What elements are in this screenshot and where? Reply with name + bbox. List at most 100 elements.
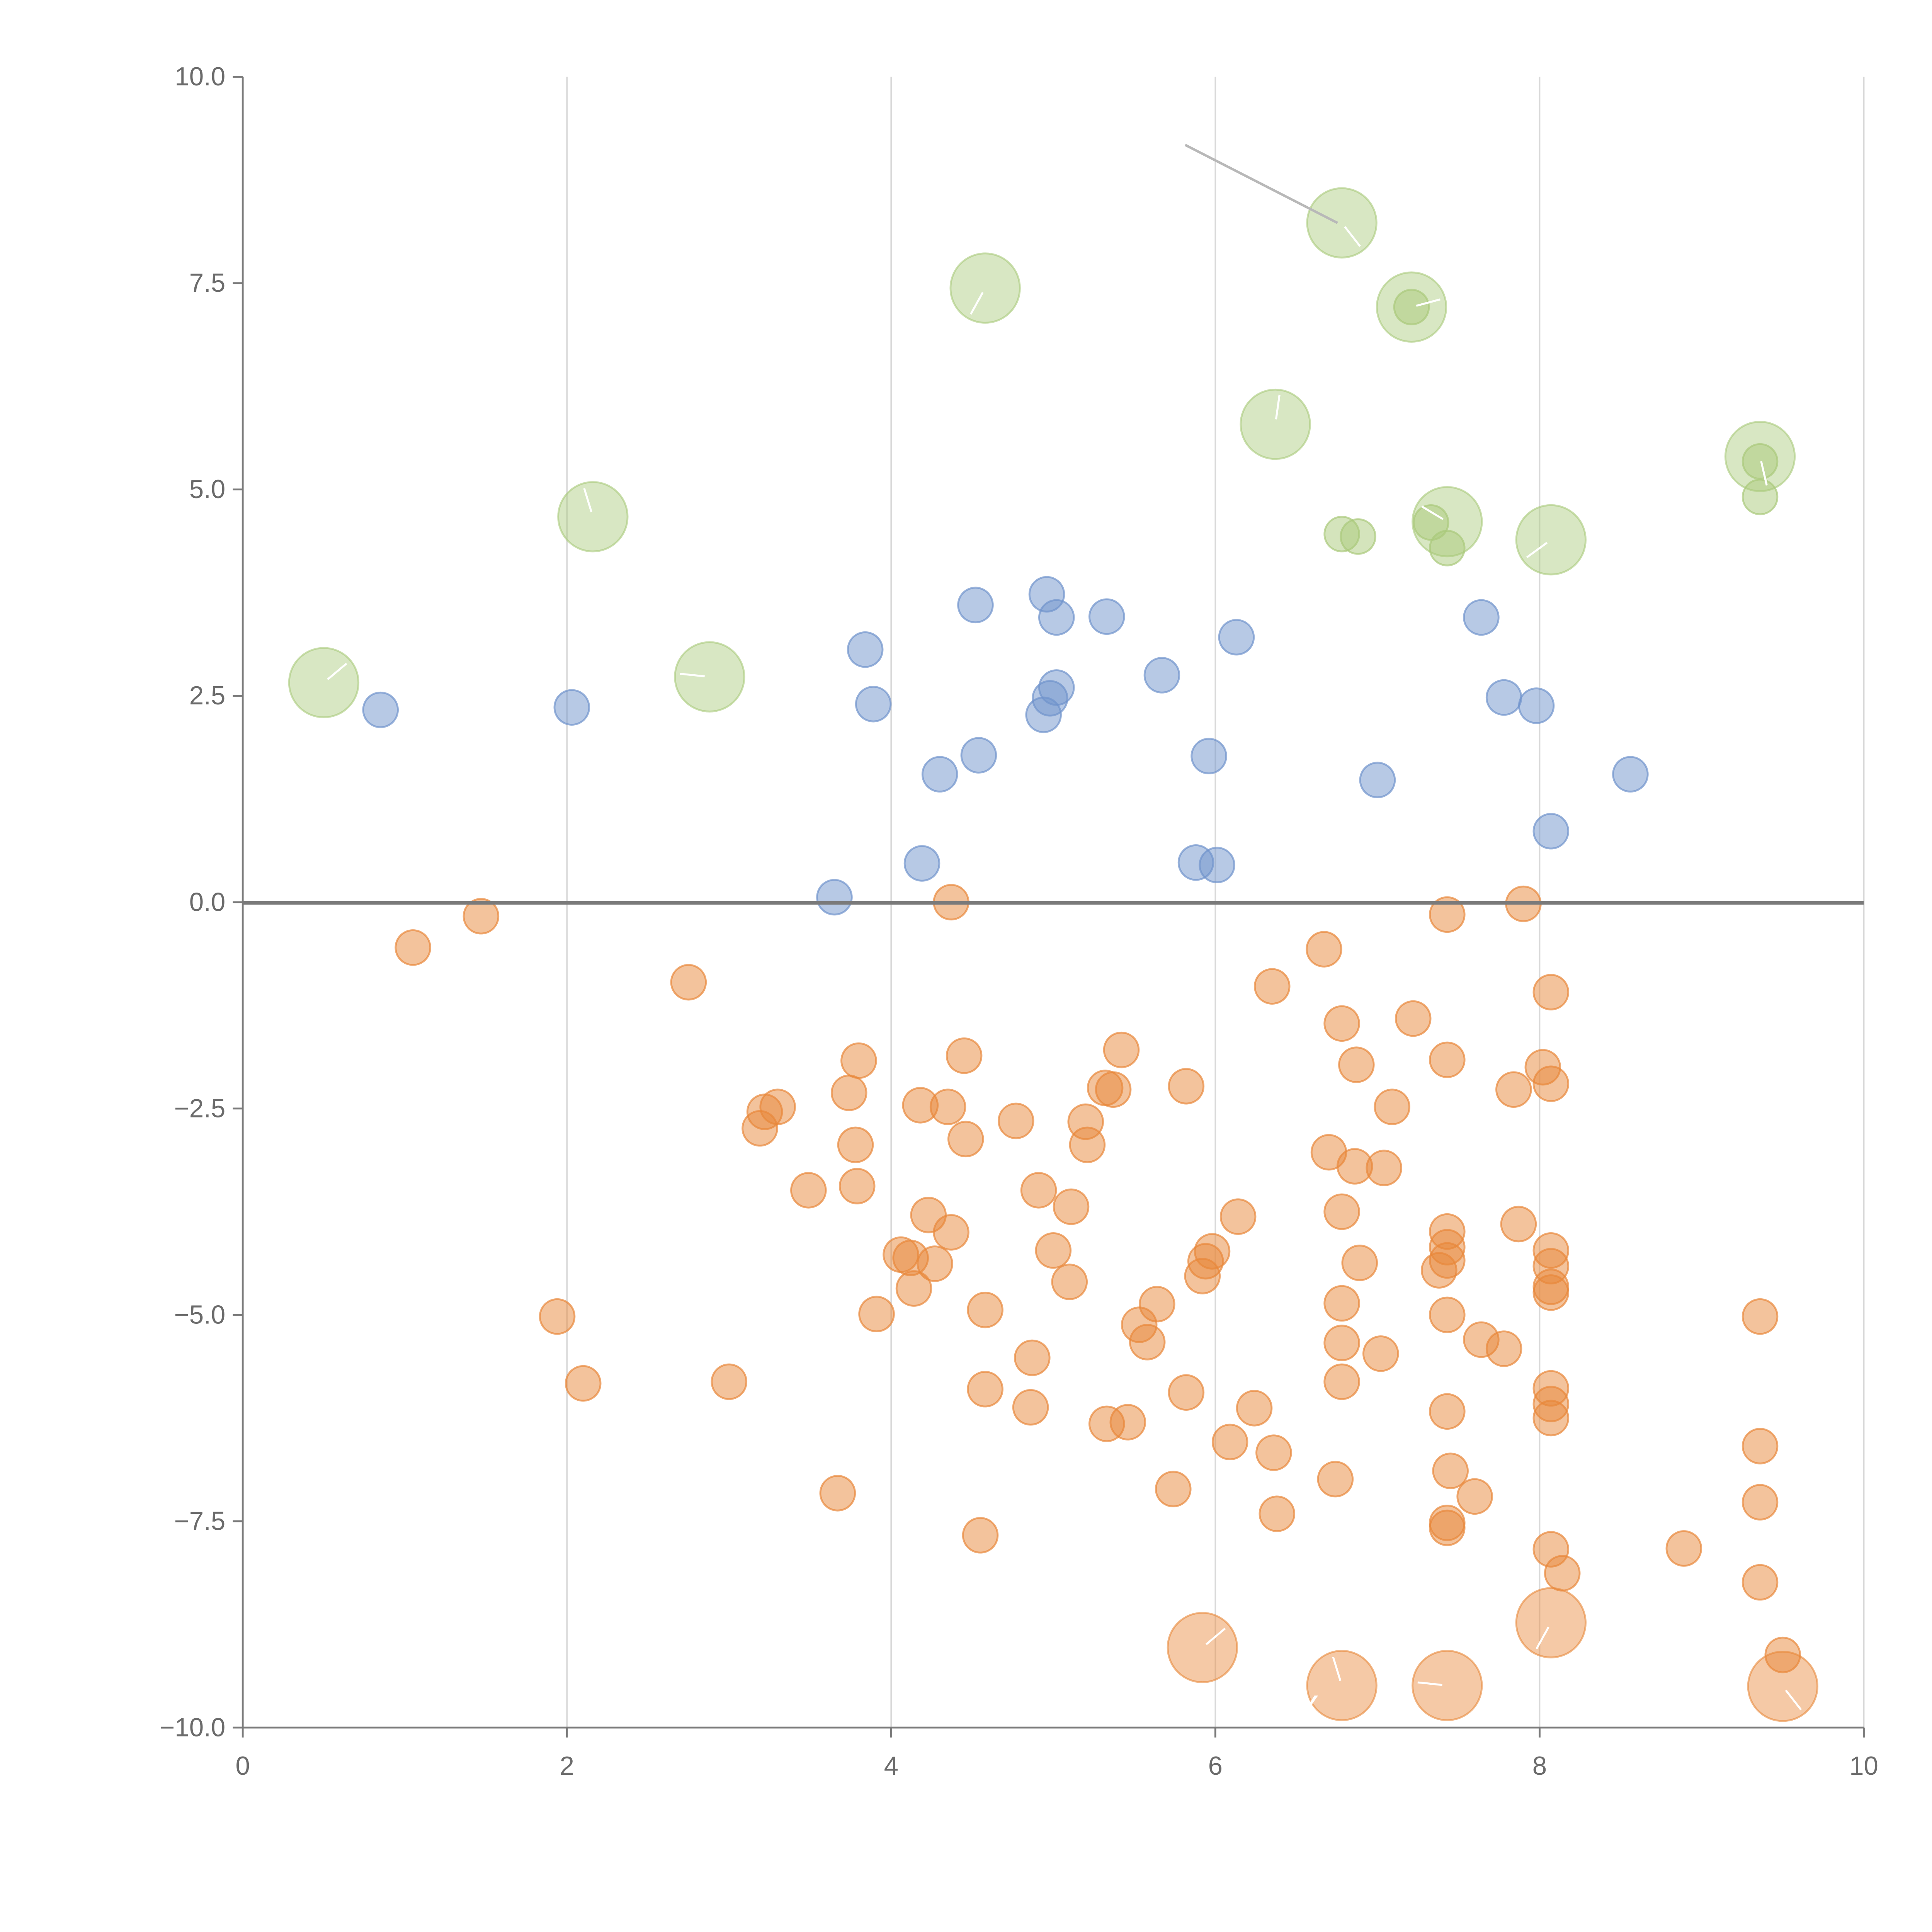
blue-point bbox=[960, 737, 997, 774]
y-tick-label: −7.5 bbox=[174, 1507, 225, 1536]
orange-point bbox=[1764, 1636, 1801, 1673]
orange-point bbox=[1532, 1400, 1570, 1437]
blue-point bbox=[816, 879, 853, 916]
orange-point bbox=[1429, 1509, 1466, 1546]
green-large-point bbox=[1240, 388, 1311, 460]
orange-point bbox=[1129, 1324, 1166, 1361]
data-points bbox=[288, 187, 1818, 1722]
blue-point bbox=[1143, 657, 1180, 694]
orange-point bbox=[1395, 1000, 1432, 1037]
orange-point bbox=[1053, 1188, 1090, 1225]
orange-point bbox=[1665, 1530, 1702, 1567]
orange-point bbox=[1429, 1041, 1466, 1078]
blue-point bbox=[1463, 599, 1500, 636]
orange-point bbox=[1219, 1198, 1257, 1235]
orange-point bbox=[1306, 931, 1342, 968]
orange-point-leader bbox=[1785, 1689, 1802, 1711]
green-point-leader bbox=[970, 292, 984, 315]
orange-point bbox=[1323, 1363, 1360, 1400]
orange-point bbox=[395, 929, 431, 966]
blue-point bbox=[1038, 599, 1075, 636]
orange-point-leader bbox=[1536, 1626, 1549, 1650]
orange-point bbox=[1211, 1423, 1248, 1461]
orange-point bbox=[1323, 1325, 1360, 1361]
x-tick-label: 2 bbox=[560, 1752, 574, 1781]
orange-point-leader bbox=[1332, 1656, 1342, 1681]
y-tick-label: 7.5 bbox=[189, 269, 226, 298]
orange-point bbox=[1103, 1031, 1140, 1068]
orange-point bbox=[1429, 1393, 1466, 1430]
blue-point bbox=[1485, 679, 1522, 716]
orange-point bbox=[1014, 1339, 1051, 1376]
green-point bbox=[1742, 478, 1779, 515]
green-point-leader bbox=[1344, 226, 1361, 247]
x-tick-label: 8 bbox=[1532, 1752, 1547, 1781]
x-tick-label: 4 bbox=[884, 1752, 898, 1781]
orange-point bbox=[1168, 1068, 1205, 1105]
y-tick-label: 2.5 bbox=[189, 681, 226, 710]
green-point bbox=[1413, 504, 1449, 541]
orange-point bbox=[1485, 1330, 1522, 1367]
green-point bbox=[1742, 443, 1779, 480]
orange-point bbox=[1374, 1088, 1410, 1125]
x-tick-label: 6 bbox=[1208, 1752, 1223, 1781]
orange-point bbox=[1432, 1452, 1469, 1489]
orange-point bbox=[1259, 1495, 1296, 1532]
x-tick-label: 0 bbox=[235, 1752, 250, 1781]
orange-point bbox=[946, 1037, 983, 1074]
blue-point bbox=[847, 631, 884, 668]
annotation-callout-line bbox=[1184, 144, 1338, 224]
green-point-leader bbox=[1275, 395, 1281, 420]
y-tick-label: −2.5 bbox=[174, 1094, 225, 1123]
orange-point bbox=[1742, 1298, 1779, 1335]
orange-point bbox=[1095, 1071, 1132, 1108]
orange-point bbox=[830, 1075, 867, 1111]
blue-point bbox=[921, 756, 958, 793]
blue-point bbox=[1359, 762, 1396, 798]
orange-point bbox=[1236, 1390, 1273, 1427]
orange-point bbox=[1495, 1071, 1532, 1108]
orange-point-leader bbox=[1417, 1681, 1442, 1686]
blue-point bbox=[1218, 619, 1255, 656]
orange-point bbox=[463, 898, 500, 935]
blue-point bbox=[1518, 687, 1555, 724]
orange-point bbox=[1544, 1555, 1581, 1592]
blue-point bbox=[1199, 847, 1235, 883]
orange-large-point bbox=[1306, 1650, 1378, 1721]
green-point-leader bbox=[680, 673, 705, 677]
orange-point bbox=[1341, 1245, 1378, 1281]
orange-point bbox=[858, 1296, 895, 1333]
orange-large-point bbox=[1412, 1650, 1483, 1721]
orange-large-point bbox=[1515, 1587, 1587, 1658]
blue-point bbox=[1025, 696, 1062, 733]
orange-point bbox=[962, 1517, 999, 1554]
blue-point bbox=[903, 845, 940, 882]
green-point-leader bbox=[1421, 505, 1444, 520]
blue-point bbox=[553, 689, 590, 726]
orange-point bbox=[967, 1371, 1003, 1408]
orange-point bbox=[1168, 1374, 1205, 1411]
green-point-leader bbox=[327, 663, 347, 680]
blue-point bbox=[957, 587, 994, 624]
label-leader-lines bbox=[327, 226, 1802, 1711]
orange-point bbox=[895, 1270, 932, 1307]
orange-point bbox=[929, 1088, 966, 1125]
green-large-point bbox=[674, 641, 745, 713]
orange-point bbox=[1742, 1428, 1779, 1464]
orange-point bbox=[1456, 1478, 1493, 1515]
blue-point bbox=[1612, 756, 1649, 793]
orange-point bbox=[1742, 1564, 1779, 1601]
orange-point bbox=[1532, 1065, 1570, 1102]
orange-point bbox=[1184, 1258, 1221, 1294]
orange-point bbox=[1338, 1046, 1375, 1083]
orange-point bbox=[1362, 1335, 1399, 1372]
orange-point bbox=[819, 1475, 856, 1512]
green-large-point bbox=[1515, 504, 1587, 576]
green-point-leader bbox=[1526, 542, 1548, 558]
orange-point bbox=[1255, 1434, 1292, 1471]
orange-point bbox=[840, 1042, 877, 1079]
orange-point bbox=[1421, 1252, 1458, 1289]
